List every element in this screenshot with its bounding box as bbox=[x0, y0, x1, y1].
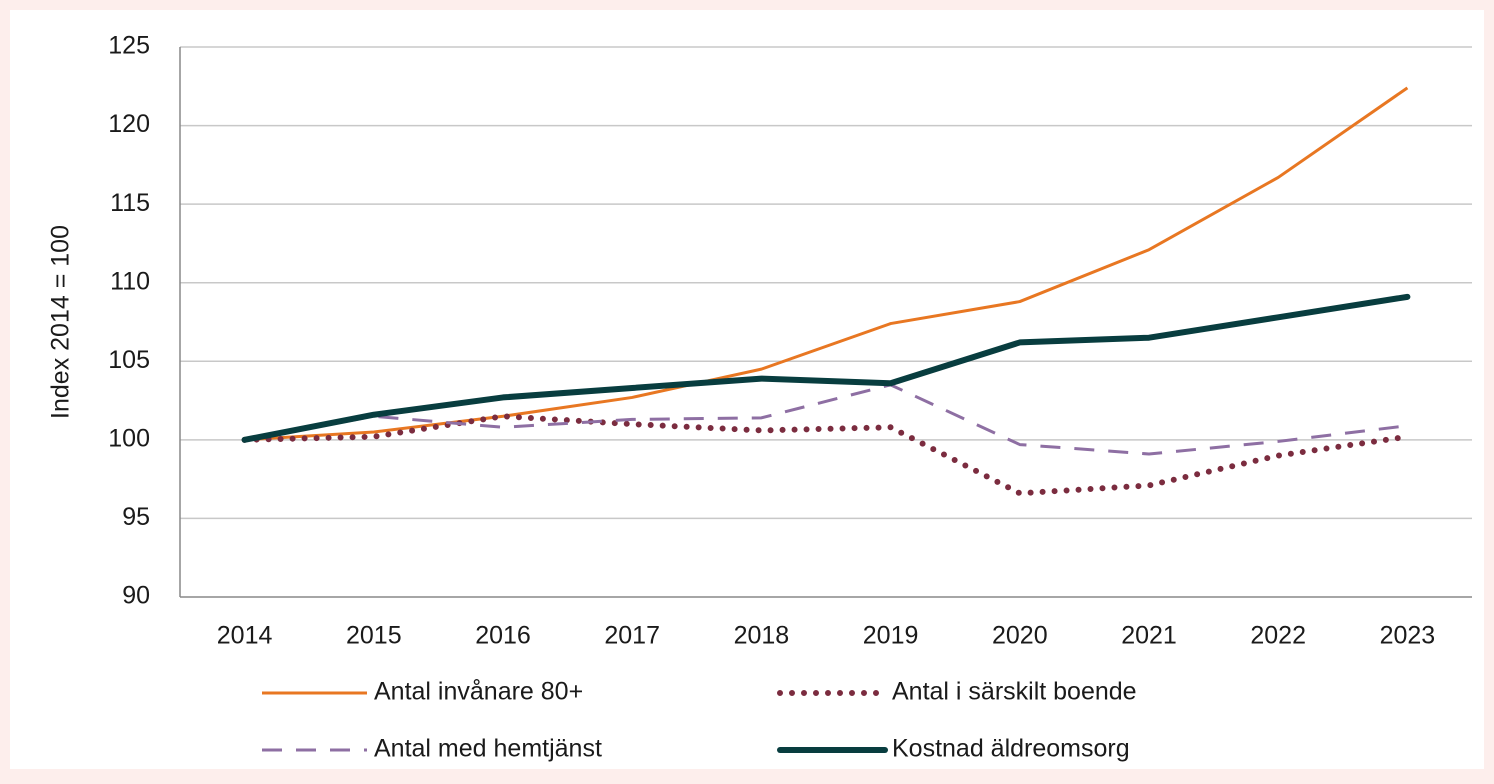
series-line bbox=[244, 86, 1409, 442]
y-tick-label: 120 bbox=[108, 110, 150, 138]
y-tick-label: 125 bbox=[108, 32, 150, 60]
series-line bbox=[241, 413, 1411, 497]
legend-label: Antal i särskilt boende bbox=[892, 678, 1137, 706]
y-tick-label: 115 bbox=[110, 189, 150, 217]
legend-label: Antal med hemtjänst bbox=[374, 735, 602, 763]
x-tick-label: 2017 bbox=[604, 622, 660, 650]
x-tick-label: 2016 bbox=[475, 622, 531, 650]
series-line bbox=[244, 383, 1408, 456]
x-tick-label: 2019 bbox=[863, 622, 919, 650]
series-line bbox=[241, 293, 1411, 443]
x-tick-label: 2023 bbox=[1380, 622, 1436, 650]
x-tick-label: 2020 bbox=[992, 622, 1048, 650]
x-tick-label: 2018 bbox=[734, 622, 790, 650]
x-tick-label: 2014 bbox=[217, 622, 273, 650]
y-axis-label: Index 2014 = 100 bbox=[47, 225, 75, 419]
x-tick-label: 2015 bbox=[346, 622, 402, 650]
legend-label: Kostnad äldreomsorg bbox=[892, 735, 1130, 763]
chart-area bbox=[10, 10, 1484, 769]
y-tick-label: 105 bbox=[108, 346, 150, 374]
y-tick-label: 110 bbox=[110, 267, 150, 295]
legend-label: Antal invånare 80+ bbox=[374, 678, 583, 706]
x-tick-label: 2022 bbox=[1250, 622, 1306, 650]
x-tick-label: 2021 bbox=[1121, 622, 1177, 650]
y-tick-label: 95 bbox=[122, 503, 150, 531]
y-tick-label: 100 bbox=[108, 424, 150, 452]
y-tick-label: 90 bbox=[122, 582, 150, 610]
